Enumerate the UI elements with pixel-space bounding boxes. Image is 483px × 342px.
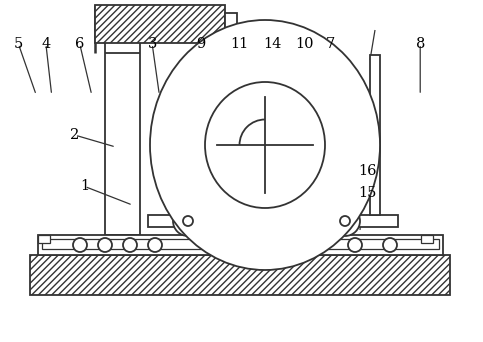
Bar (225, 13, 237, 35)
Text: 7: 7 (326, 37, 336, 51)
Ellipse shape (150, 20, 380, 270)
Circle shape (123, 238, 137, 252)
Circle shape (98, 238, 112, 252)
Circle shape (348, 238, 362, 252)
Text: 1: 1 (80, 180, 89, 193)
Bar (38, 235, 50, 243)
Text: 8: 8 (415, 37, 425, 51)
Circle shape (330, 206, 360, 236)
Ellipse shape (205, 82, 325, 208)
Bar (30, 255, 450, 295)
Bar (370, 55, 380, 215)
Bar (240, 171, 290, 185)
Text: 4: 4 (41, 37, 51, 51)
Bar (258, 185, 272, 215)
Text: 5: 5 (14, 37, 23, 51)
Circle shape (173, 206, 203, 236)
Bar (38, 235, 443, 255)
Bar (421, 235, 433, 243)
Text: 3: 3 (147, 37, 157, 51)
Bar (148, 215, 398, 227)
Text: 9: 9 (196, 37, 205, 51)
Text: 10: 10 (295, 37, 313, 51)
Bar (42, 239, 439, 249)
Circle shape (383, 238, 397, 252)
Circle shape (73, 238, 87, 252)
Circle shape (340, 216, 350, 226)
Circle shape (183, 216, 193, 226)
Text: 15: 15 (358, 186, 376, 200)
Text: 6: 6 (75, 37, 85, 51)
Circle shape (313, 238, 327, 252)
Bar (95, 5, 225, 43)
Text: 11: 11 (230, 37, 248, 51)
Circle shape (148, 238, 162, 252)
Text: 2: 2 (70, 128, 80, 142)
Text: 14: 14 (264, 37, 282, 51)
Text: 16: 16 (358, 164, 376, 178)
Bar (105, 15, 140, 235)
